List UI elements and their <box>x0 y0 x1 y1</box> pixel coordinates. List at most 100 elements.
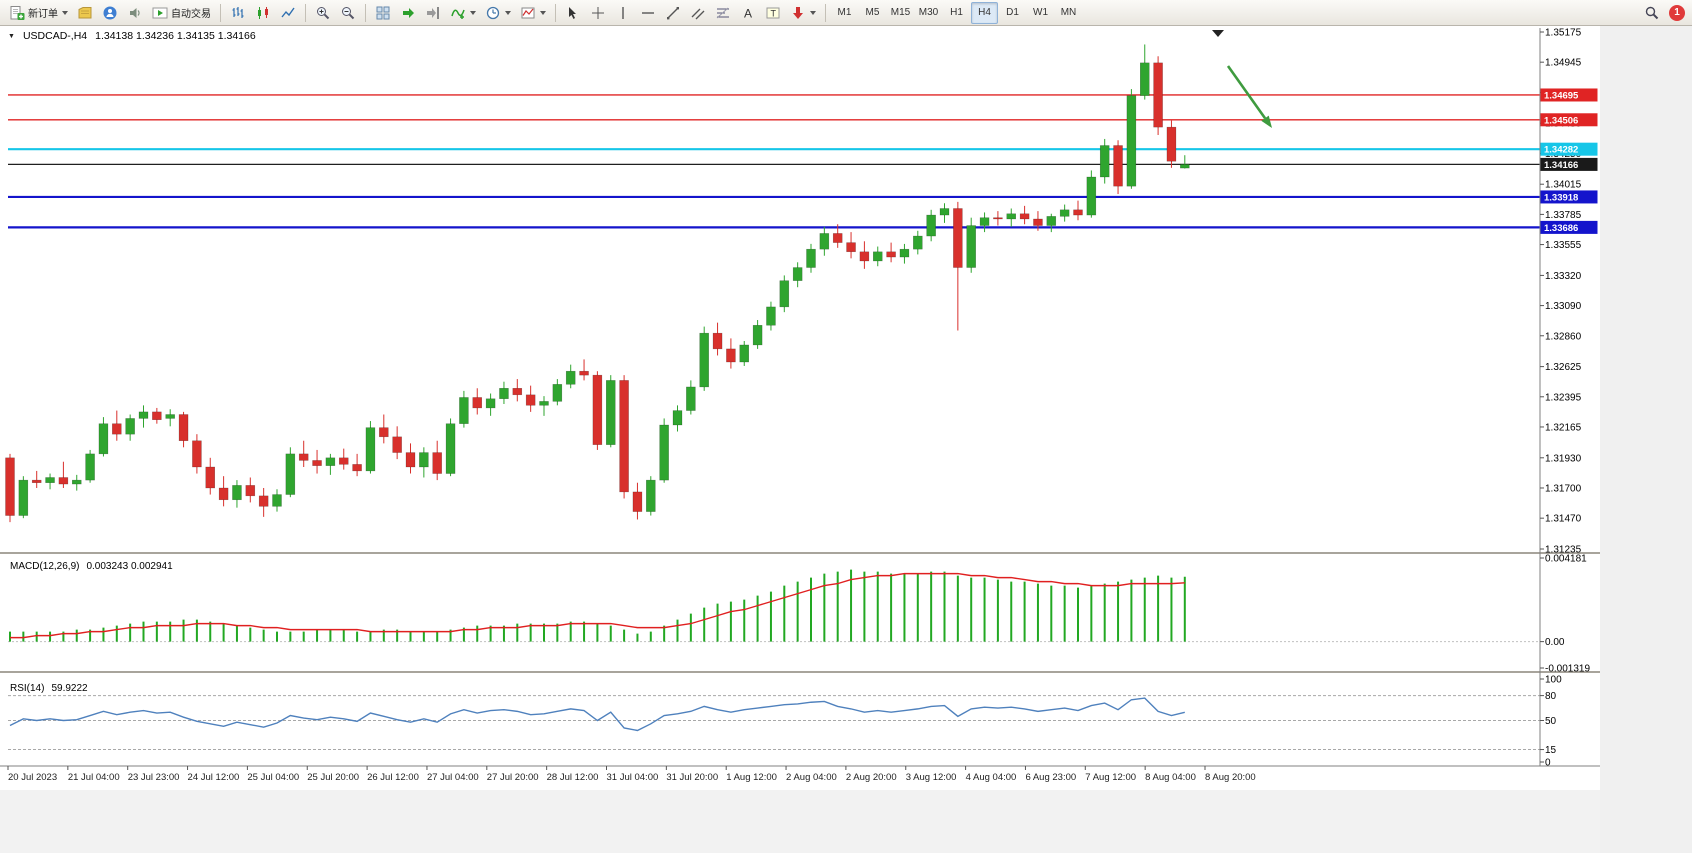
text-icon: A <box>744 6 752 20</box>
svg-text:0.004181: 0.004181 <box>1545 554 1587 565</box>
chart-shift-button[interactable] <box>421 2 445 24</box>
timeframe-button-w1[interactable]: W1 <box>1027 2 1054 24</box>
profiles-button[interactable] <box>73 2 97 24</box>
candlestick-chart-button[interactable] <box>251 2 275 24</box>
community-button[interactable] <box>98 2 122 24</box>
tile-windows-icon <box>376 6 390 19</box>
macd-indicator-label: MACD(12,26,9) 0.003243 0.002941 <box>10 561 173 572</box>
horizontal-line-objects[interactable] <box>8 94 1540 229</box>
zoom-out-button[interactable] <box>336 2 360 24</box>
svg-text:80: 80 <box>1545 691 1557 702</box>
arrows-tool-button[interactable] <box>786 2 820 24</box>
svg-text:8 Aug 04:00: 8 Aug 04:00 <box>1145 772 1196 783</box>
new-order-label: 新订单 <box>28 9 58 20</box>
search-icon <box>1645 6 1659 19</box>
cursor-tool-button[interactable] <box>561 2 585 24</box>
crosshair-icon <box>592 6 604 19</box>
svg-text:1.34015: 1.34015 <box>1545 180 1582 191</box>
timeframe-button-m1[interactable]: M1 <box>831 2 858 24</box>
auto-trading-button[interactable]: 自动交易 <box>148 2 215 24</box>
svg-text:2 Aug 04:00: 2 Aug 04:00 <box>786 772 837 783</box>
chart-shift-marker[interactable] <box>1212 30 1224 37</box>
indicators-icon <box>451 9 465 19</box>
chevron-down-icon <box>810 10 816 15</box>
svg-text:1.34282: 1.34282 <box>1544 145 1578 156</box>
svg-text:1.33320: 1.33320 <box>1545 271 1582 282</box>
rsi-value: 59.9222 <box>51 683 88 694</box>
fibonacci-icon <box>716 7 729 18</box>
search-button[interactable] <box>1640 2 1664 24</box>
fibonacci-tool-button[interactable] <box>711 2 735 24</box>
text-tool-button[interactable]: A <box>736 2 760 24</box>
crosshair-tool-button[interactable] <box>586 2 610 24</box>
chart-title: ▼ USDCAD-,H4 1.34138 1.34236 1.34135 1.3… <box>8 30 256 42</box>
macd-panel <box>8 569 1540 643</box>
auto-trading-icon <box>152 7 168 18</box>
zoom-in-button[interactable] <box>311 2 335 24</box>
chevron-down-icon <box>62 10 68 15</box>
timeframe-button-mn[interactable]: MN <box>1055 2 1082 24</box>
toolbar-separator <box>825 3 826 22</box>
svg-text:A: A <box>744 6 752 20</box>
new-order-icon <box>10 5 25 20</box>
periods-button[interactable] <box>481 2 515 24</box>
timeframe-button-m5[interactable]: M5 <box>859 2 886 24</box>
indicators-button[interactable] <box>446 2 480 24</box>
zoom-out-icon <box>342 6 355 19</box>
annotation-arrow[interactable] <box>1226 65 1272 128</box>
tile-windows-button[interactable] <box>371 2 395 24</box>
svg-text:25 Jul 04:00: 25 Jul 04:00 <box>247 772 299 783</box>
collapse-triangle-icon[interactable]: ▼ <box>8 32 15 40</box>
alerts-button[interactable] <box>123 2 147 24</box>
svg-text:1.32625: 1.32625 <box>1545 362 1582 373</box>
text-label-tool-button[interactable]: T <box>761 2 785 24</box>
chart-canvas[interactable]: 1.351751.349451.347151.344801.342501.340… <box>0 26 1692 853</box>
vertical-line-icon <box>622 6 624 19</box>
channel-tool-button[interactable] <box>686 2 710 24</box>
svg-text:1.33918: 1.33918 <box>1544 192 1578 203</box>
new-order-button[interactable]: 新订单 <box>5 2 72 24</box>
timeframe-button-h1[interactable]: H1 <box>943 2 970 24</box>
ohlc-readout: 1.34138 1.34236 1.34135 1.34166 <box>95 30 256 42</box>
vertical-line-tool-button[interactable] <box>611 2 635 24</box>
svg-text:1.35175: 1.35175 <box>1545 28 1582 39</box>
svg-text:100: 100 <box>1545 675 1562 686</box>
templates-button[interactable] <box>516 2 550 24</box>
svg-text:20 Jul 2023: 20 Jul 2023 <box>8 772 57 783</box>
chart-shift-icon <box>427 6 439 19</box>
zoom-in-icon <box>317 6 330 19</box>
notification-badge[interactable]: 1 <box>1669 4 1685 21</box>
svg-text:1.33555: 1.33555 <box>1545 240 1582 251</box>
svg-text:1.31930: 1.31930 <box>1545 453 1582 464</box>
svg-text:27 Jul 20:00: 27 Jul 20:00 <box>487 772 539 783</box>
svg-text:1.34945: 1.34945 <box>1545 58 1582 69</box>
time-axis[interactable]: 20 Jul 2023 21 Jul 04:00 23 Jul 23:00 24 Ju… <box>7 766 1256 783</box>
timeframe-button-d1[interactable]: D1 <box>999 2 1026 24</box>
horizontal-line-tool-button[interactable] <box>636 2 660 24</box>
timeframe-group: M1 M5 M15 M30 H1 H4 D1 W1 MN <box>831 1 1082 24</box>
timeframe-button-h4[interactable]: H4 <box>971 1 998 24</box>
toolbar-separator <box>365 3 366 22</box>
line-chart-button[interactable] <box>276 2 300 24</box>
trendline-icon <box>667 6 679 19</box>
bar-chart-button[interactable] <box>226 2 250 24</box>
community-icon <box>103 6 117 19</box>
timeframe-button-m15[interactable]: M15 <box>887 2 914 24</box>
svg-text:1.31235: 1.31235 <box>1545 545 1582 556</box>
timeframe-button-m30[interactable]: M30 <box>915 2 942 24</box>
svg-text:1.32395: 1.32395 <box>1545 392 1582 403</box>
clock-icon <box>486 6 500 19</box>
cursor-icon <box>569 6 576 19</box>
svg-text:23 Jul 23:00: 23 Jul 23:00 <box>128 772 180 783</box>
symbol-period-label: USDCAD-,H4 <box>22 30 88 42</box>
svg-text:2 Aug 20:00: 2 Aug 20:00 <box>846 772 897 783</box>
rsi-indicator-label: RSI(14) 59.9222 <box>10 683 88 694</box>
trendline-tool-button[interactable] <box>661 2 685 24</box>
svg-text:0: 0 <box>1545 758 1551 769</box>
speaker-icon <box>130 7 140 18</box>
auto-scroll-button[interactable] <box>396 2 420 24</box>
candlestick-icon <box>258 6 268 19</box>
template-icon <box>521 7 535 18</box>
svg-text:1.33090: 1.33090 <box>1545 301 1582 312</box>
